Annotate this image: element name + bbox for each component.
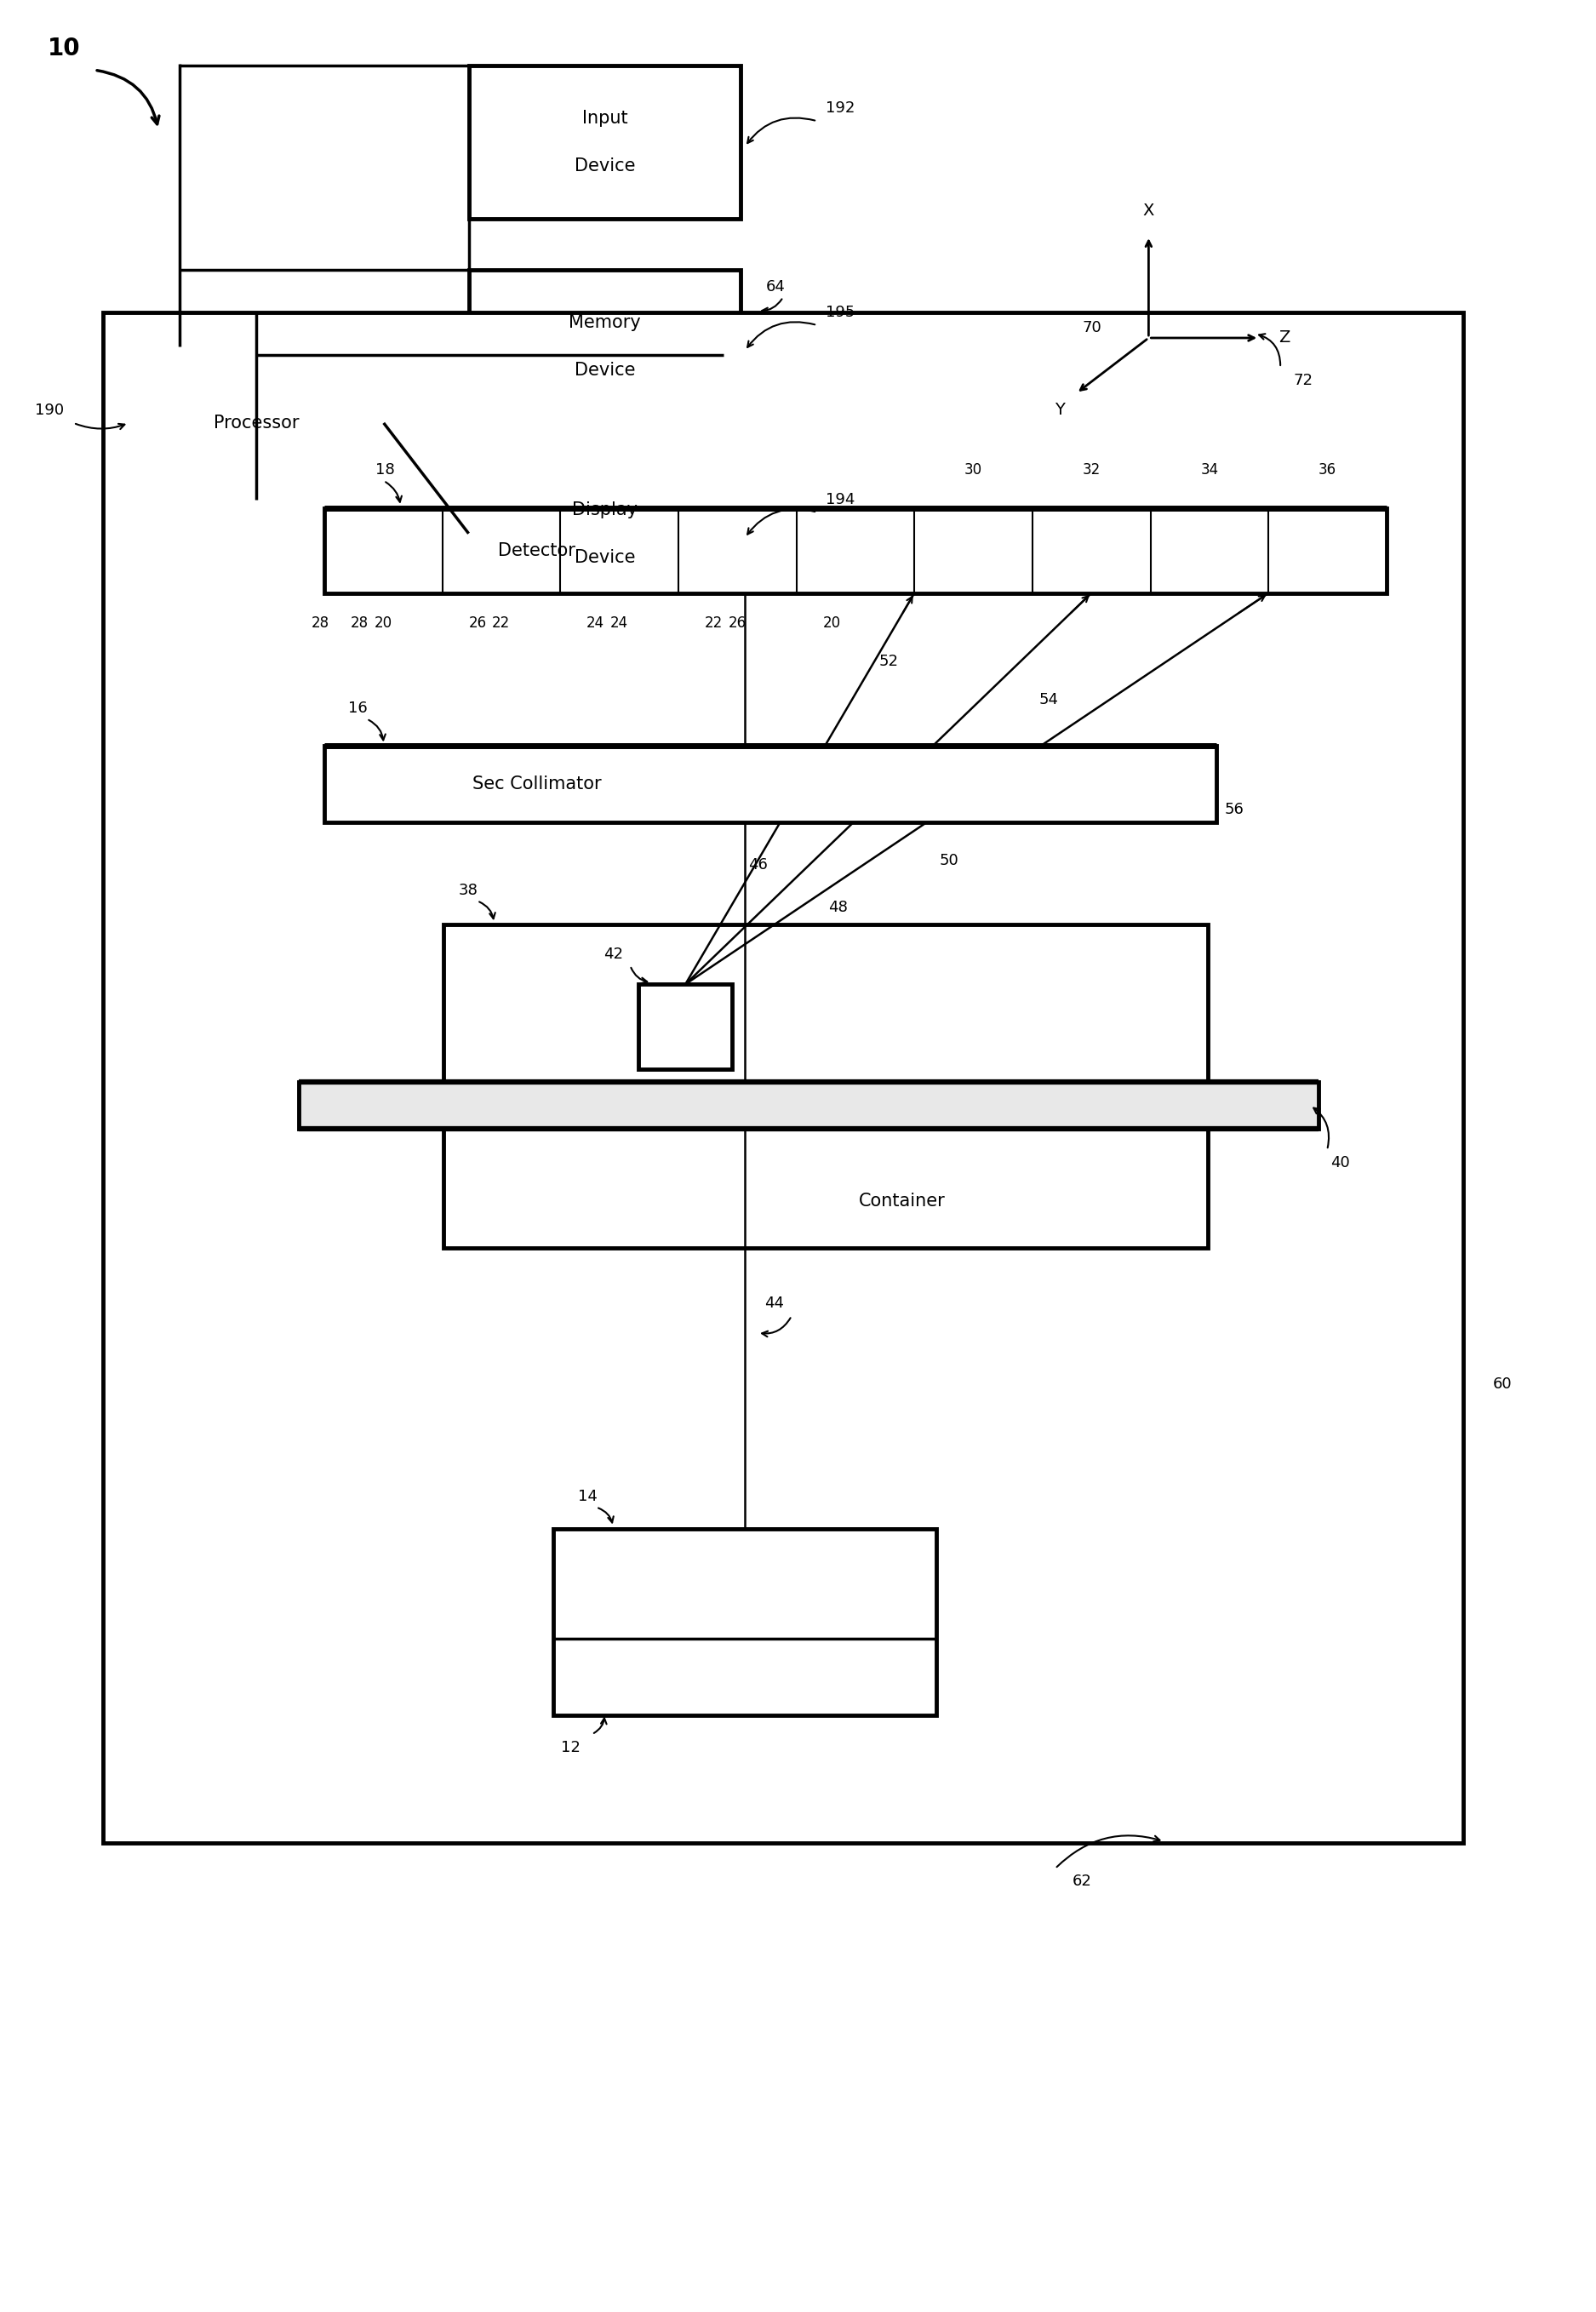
Text: 34: 34 bbox=[1200, 462, 1218, 476]
FancyArrowPatch shape bbox=[1314, 1107, 1329, 1147]
Bar bbox=[324, 747, 1216, 823]
Text: 190: 190 bbox=[35, 402, 64, 418]
Text: 10: 10 bbox=[48, 37, 81, 60]
FancyArrowPatch shape bbox=[1259, 333, 1280, 365]
Text: 42: 42 bbox=[603, 948, 622, 962]
Text: 22: 22 bbox=[705, 615, 723, 631]
FancyArrowPatch shape bbox=[594, 1718, 606, 1734]
Text: 24: 24 bbox=[610, 615, 629, 631]
Bar bbox=[324, 509, 1387, 594]
FancyArrowPatch shape bbox=[75, 423, 124, 430]
Text: 30: 30 bbox=[964, 462, 983, 476]
Text: 20: 20 bbox=[824, 615, 841, 631]
Text: Z: Z bbox=[1278, 331, 1290, 347]
FancyArrowPatch shape bbox=[747, 118, 816, 143]
Text: Device: Device bbox=[575, 361, 635, 379]
Text: 60: 60 bbox=[1492, 1376, 1511, 1392]
Text: 18: 18 bbox=[375, 462, 394, 476]
Text: 38: 38 bbox=[460, 883, 479, 899]
Text: 72: 72 bbox=[1293, 372, 1312, 388]
Text: 14: 14 bbox=[578, 1489, 597, 1503]
Text: 192: 192 bbox=[825, 102, 855, 116]
Text: 26: 26 bbox=[469, 615, 487, 631]
Text: 54: 54 bbox=[1039, 691, 1058, 707]
FancyArrowPatch shape bbox=[97, 69, 160, 125]
Bar bbox=[469, 271, 741, 423]
Text: 195: 195 bbox=[825, 305, 855, 319]
Text: Container: Container bbox=[859, 1193, 945, 1209]
Text: 70: 70 bbox=[1082, 319, 1101, 335]
Text: 24: 24 bbox=[587, 615, 605, 631]
Text: Detector: Detector bbox=[498, 541, 575, 560]
Text: 48: 48 bbox=[828, 899, 847, 916]
Text: 16: 16 bbox=[348, 701, 367, 714]
Text: 56: 56 bbox=[1224, 802, 1245, 818]
Text: 40: 40 bbox=[1329, 1156, 1350, 1170]
FancyArrowPatch shape bbox=[761, 298, 782, 314]
Text: 44: 44 bbox=[764, 1295, 784, 1311]
FancyArrowPatch shape bbox=[1057, 1836, 1160, 1868]
FancyArrowPatch shape bbox=[386, 481, 402, 502]
FancyArrowPatch shape bbox=[630, 969, 646, 983]
Bar bbox=[469, 458, 741, 610]
Text: X: X bbox=[1143, 201, 1154, 217]
Text: Display: Display bbox=[571, 502, 637, 518]
Text: 64: 64 bbox=[766, 280, 785, 294]
Text: 28: 28 bbox=[311, 615, 329, 631]
Text: Device: Device bbox=[575, 157, 635, 176]
FancyArrowPatch shape bbox=[369, 719, 386, 740]
Bar bbox=[638, 985, 733, 1068]
Text: 50: 50 bbox=[938, 853, 959, 869]
Text: Input: Input bbox=[583, 111, 627, 127]
Text: Sec Collimator: Sec Collimator bbox=[472, 777, 602, 793]
FancyArrowPatch shape bbox=[747, 321, 816, 347]
Bar bbox=[298, 1082, 1318, 1128]
Bar bbox=[554, 1528, 937, 1716]
Bar bbox=[104, 312, 1464, 1843]
Text: Processor: Processor bbox=[214, 414, 298, 432]
FancyArrowPatch shape bbox=[598, 1507, 613, 1524]
Text: 22: 22 bbox=[492, 615, 511, 631]
Text: 46: 46 bbox=[749, 858, 768, 874]
Text: 36: 36 bbox=[1318, 462, 1336, 476]
Text: 32: 32 bbox=[1082, 462, 1101, 476]
Text: 20: 20 bbox=[373, 615, 393, 631]
Text: Y: Y bbox=[1055, 402, 1065, 418]
Text: 52: 52 bbox=[879, 654, 899, 668]
FancyArrowPatch shape bbox=[747, 509, 816, 534]
Text: 28: 28 bbox=[351, 615, 369, 631]
Text: 194: 194 bbox=[825, 492, 855, 506]
Text: Memory: Memory bbox=[568, 314, 640, 331]
FancyArrowPatch shape bbox=[761, 1318, 790, 1336]
Bar bbox=[469, 65, 741, 220]
FancyArrowPatch shape bbox=[479, 902, 495, 918]
Bar bbox=[129, 347, 383, 499]
Text: 26: 26 bbox=[728, 615, 747, 631]
Bar bbox=[444, 925, 1208, 1248]
Text: 12: 12 bbox=[560, 1741, 581, 1755]
Text: 62: 62 bbox=[1073, 1873, 1092, 1889]
Text: Device: Device bbox=[575, 548, 635, 566]
